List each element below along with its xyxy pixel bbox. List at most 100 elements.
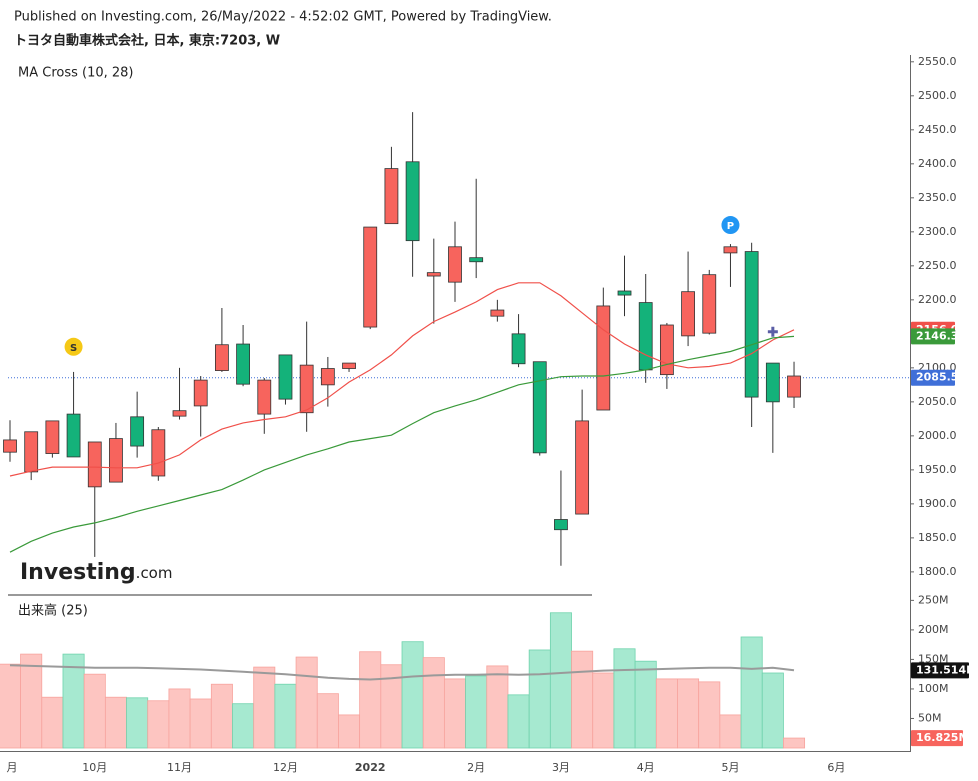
candle-body bbox=[130, 416, 145, 447]
candle-body bbox=[765, 362, 780, 403]
value-tag-label: 2085.5 bbox=[916, 371, 958, 384]
candle-body bbox=[24, 431, 39, 473]
volume-bar bbox=[783, 737, 806, 749]
signal-label: S bbox=[70, 343, 77, 354]
candle-body bbox=[723, 246, 738, 254]
candle-body bbox=[214, 344, 229, 371]
volume-bar bbox=[422, 657, 445, 749]
volume-bar bbox=[338, 714, 361, 749]
candle-body bbox=[744, 251, 759, 398]
candle-body bbox=[257, 379, 272, 415]
candle-body bbox=[681, 291, 695, 337]
candle-body bbox=[575, 420, 590, 515]
volume-bar bbox=[486, 665, 509, 749]
volume-bar bbox=[274, 683, 297, 749]
volume-bar bbox=[507, 694, 530, 749]
value-tag-label: 131.514M bbox=[916, 663, 977, 676]
candle-body bbox=[405, 161, 420, 242]
x-tick-label: 12月 bbox=[273, 761, 298, 774]
y-tick-label: 150M bbox=[918, 652, 949, 665]
volume-bar bbox=[316, 693, 339, 749]
logo-suffix: .com bbox=[136, 564, 173, 582]
ma-line bbox=[9, 335, 795, 553]
logo-main: Investing bbox=[20, 560, 136, 585]
x-tick-label: 4月 bbox=[637, 761, 655, 774]
y-tick-label: 250M bbox=[918, 593, 949, 606]
signal-marker bbox=[64, 337, 83, 356]
volume-bar bbox=[634, 660, 657, 749]
ma-line bbox=[9, 282, 795, 477]
candle-body bbox=[193, 379, 208, 407]
signal-label: P bbox=[727, 221, 734, 232]
candle-body bbox=[151, 429, 166, 477]
volume-bar bbox=[83, 673, 106, 749]
published-note: Published on Investing.com, 26/May/2022 … bbox=[14, 10, 552, 25]
candle-body bbox=[87, 441, 102, 488]
y-tick-label: 1800.0 bbox=[918, 565, 957, 578]
chart-title: トヨタ自動車株式会社, 日本, 東京:7203, W bbox=[14, 33, 280, 49]
volume-bar bbox=[677, 678, 700, 749]
candle-body bbox=[363, 226, 378, 328]
value-tag-label: 2146.3 bbox=[916, 329, 958, 342]
candle-body bbox=[511, 333, 526, 365]
volume-bar bbox=[147, 700, 170, 749]
x-tick-label: 11月 bbox=[167, 761, 192, 774]
value-tag bbox=[911, 730, 963, 747]
volume-bar bbox=[0, 663, 21, 749]
x-tick-label: 3月 bbox=[552, 761, 570, 774]
y-tick-label: 1950.0 bbox=[918, 463, 957, 476]
y-tick-label: 2300.0 bbox=[918, 225, 957, 238]
volume-bar bbox=[126, 697, 149, 749]
value-tag bbox=[911, 369, 955, 386]
value-tag-label: 16.825M bbox=[916, 731, 969, 744]
volume-bar bbox=[613, 648, 636, 749]
volume-bar bbox=[295, 656, 318, 749]
candle-body bbox=[426, 272, 441, 277]
volume-bar bbox=[401, 641, 424, 749]
candle-body bbox=[299, 364, 314, 414]
candle-body bbox=[172, 410, 187, 417]
volume-bar bbox=[761, 672, 784, 749]
candle-body bbox=[236, 343, 250, 385]
volume-bar bbox=[20, 653, 43, 749]
volume-bar bbox=[210, 683, 233, 749]
value-tag bbox=[911, 328, 955, 345]
candle-body bbox=[490, 309, 505, 317]
y-tick-label: 2000.0 bbox=[918, 429, 957, 442]
volume-bar bbox=[528, 649, 551, 749]
y-tick-label: 1900.0 bbox=[918, 497, 957, 510]
candle-body bbox=[109, 438, 123, 483]
ma-line bbox=[9, 664, 795, 681]
indicator-label: MA Cross (10, 28) bbox=[18, 66, 134, 81]
volume-bar bbox=[41, 696, 64, 749]
candle-body bbox=[659, 324, 674, 376]
candle-body bbox=[66, 413, 81, 458]
candle-body bbox=[702, 274, 717, 334]
value-tag bbox=[911, 662, 969, 679]
candle-body bbox=[617, 290, 632, 296]
candle-body bbox=[532, 361, 547, 454]
y-tick-label: 2050.0 bbox=[918, 395, 957, 408]
volume-bar bbox=[719, 714, 742, 749]
x-tick-label: 5月 bbox=[721, 761, 739, 774]
candle-body bbox=[787, 375, 801, 398]
x-tick-label: 6月 bbox=[827, 761, 845, 774]
volume-bar bbox=[698, 681, 721, 749]
y-tick-label: 2250.0 bbox=[918, 259, 957, 272]
volume-bar bbox=[189, 698, 212, 749]
candle-body bbox=[45, 420, 60, 454]
x-tick-label: 月 bbox=[7, 761, 18, 774]
volume-bar bbox=[571, 650, 594, 749]
candle-body bbox=[638, 302, 653, 371]
volume-bar bbox=[549, 612, 572, 749]
y-tick-label: 2550.0 bbox=[918, 55, 957, 68]
candle-body bbox=[320, 368, 335, 386]
y-tick-label: 100M bbox=[918, 682, 949, 695]
volume-bar bbox=[253, 666, 276, 749]
volume-bar bbox=[592, 672, 615, 749]
y-tick-label: 2450.0 bbox=[918, 123, 957, 136]
volume-bar bbox=[443, 678, 466, 749]
y-tick-label: 2200.0 bbox=[918, 293, 957, 306]
candle-body bbox=[554, 519, 568, 531]
